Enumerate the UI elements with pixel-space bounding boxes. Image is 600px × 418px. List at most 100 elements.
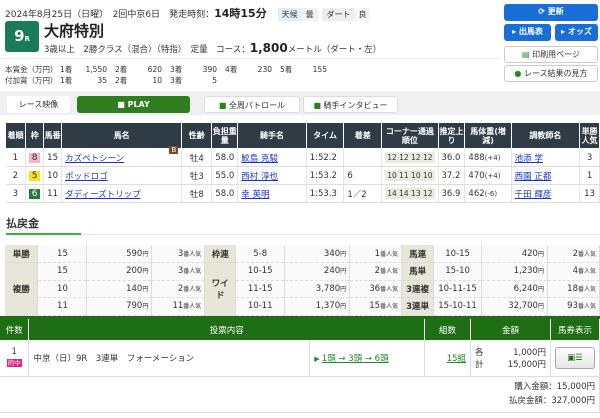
col-combos: 組数 — [424, 319, 472, 340]
carried-weight: 58.0 — [211, 148, 239, 167]
formation-cell: ▶ 1頭 → 3頭 → 6頭 — [309, 340, 426, 377]
bet-type: 枠連 — [204, 245, 237, 263]
ticket-cell: ▣☰ — [550, 340, 600, 377]
payout-amount: 1,370円 — [284, 297, 351, 316]
trainer-link[interactable]: 西園 正都 — [514, 171, 552, 182]
play-button[interactable]: ■ PLAY — [77, 96, 190, 113]
patrol-video-button[interactable]: ■ 全周パトロール — [204, 96, 300, 113]
prize-amount: 1,550 — [85, 65, 107, 74]
col-header: 推定上り — [437, 122, 466, 149]
place-label: 1着 — [60, 65, 73, 74]
payout-amount: 140円 — [86, 280, 153, 298]
triangle-right-icon: ▶ — [314, 354, 322, 363]
jockey-link[interactable]: 幸 英明 — [241, 189, 270, 200]
amount-cell: 各 1,000円計 15,000円 — [470, 340, 551, 377]
refresh-button[interactable]: ⟳ 更新 — [504, 4, 598, 21]
place-label: 3着 — [170, 65, 183, 74]
payout-popularity: 11番人気 — [151, 297, 206, 316]
bet-type: 複勝 — [5, 262, 39, 316]
corner-positions: 12 12 12 12 — [385, 151, 435, 163]
place-label: 2着 — [115, 76, 128, 85]
body-weight-cell: 488(+4) — [464, 148, 512, 167]
corner-cell: 10 11 10 10 — [381, 166, 439, 185]
col-amount: 金額 — [470, 319, 551, 340]
col-header: 性齢 — [181, 122, 213, 149]
payout-amount: 6,240円 — [481, 280, 548, 298]
payout-amount: 590円 — [86, 245, 153, 263]
race-title: 大府特別 — [44, 22, 105, 40]
payout-popularity: 2番人気 — [547, 245, 600, 263]
bet-type: 3連複 — [401, 280, 435, 298]
carried-weight: 58.0 — [211, 184, 239, 203]
prize-label: 付加賞（万円） — [5, 76, 58, 85]
print-page-button[interactable]: ▤ 印刷用ページ — [504, 46, 598, 63]
odds-button[interactable]: ▸ オッズ — [555, 24, 598, 41]
margin: 6 — [343, 166, 383, 185]
col-header: 着順 — [4, 122, 27, 149]
payout-numbers: 10 — [37, 280, 88, 298]
bet-type: 馬単 — [401, 262, 435, 281]
jockey-link[interactable]: 西村 淳也 — [241, 171, 278, 182]
horse-cell: ポッドロゴ — [61, 166, 183, 185]
horse-name-link[interactable]: ダディーズトリップ — [65, 189, 141, 200]
payout-title: 払戻金 — [6, 217, 39, 230]
finish-time: 1:53.2 — [306, 166, 345, 185]
horse-cell: カズペトシーン B — [61, 145, 183, 167]
col-header: 単勝人気 — [579, 122, 600, 149]
prize-amount: 230 — [257, 65, 272, 74]
trainer-cell: 千田 輝彦 — [511, 184, 581, 203]
last-3f: 37.2 — [438, 166, 466, 185]
arrow-circle-icon: ● — [514, 69, 524, 78]
win-popularity: 3 — [579, 148, 600, 167]
bet-content: 中京（日）9R 3連単 フォーメーション — [28, 340, 311, 377]
trainer-link[interactable]: 池添 学 — [514, 153, 543, 164]
entries-button[interactable]: ▸ 出馬表 — [504, 24, 551, 41]
col-content: 投票内容 — [28, 319, 426, 340]
race-conditions: 3歳以上 2勝クラス（混合）（特指） 定量 コース：1,800メートル（ダート・… — [44, 41, 382, 55]
col-header: 騎手名 — [237, 122, 307, 149]
formation-link[interactable]: 1頭 → 3頭 → 6頭 — [321, 353, 389, 364]
corner-cell: 12 12 12 12 — [381, 148, 439, 167]
payout-popularity: 4番人気 — [547, 262, 600, 281]
jockey-interview-button[interactable]: ■ 騎手インタビュー — [303, 96, 398, 113]
video-camera-icon: ■ — [218, 101, 229, 110]
jockey-link[interactable]: 鮫島 克駿 — [241, 153, 278, 164]
trainer-link[interactable]: 千田 輝彦 — [514, 189, 552, 200]
payout-numbers: 10-15 — [433, 245, 483, 263]
payout-popularity: 1番人気 — [349, 245, 403, 263]
frame-cell: 8 — [25, 148, 45, 167]
horse-name-link[interactable]: カズペトシーン — [65, 153, 125, 164]
result-guide-button[interactable]: ● レース結果の見方 — [504, 65, 598, 82]
hit-badge: 的中 — [6, 359, 22, 368]
race-video-label: レース映像 — [7, 96, 70, 113]
frame-number: 6 — [29, 188, 41, 199]
prize-label: 本賞金（万円） — [5, 65, 58, 74]
meeting: 2回中京6日 — [112, 10, 161, 20]
horse-number: 11 — [43, 184, 63, 203]
finish-position: 3 — [5, 184, 27, 203]
horse-number: 15 — [43, 148, 63, 167]
bet-count-cell: 1 的中 — [0, 340, 30, 377]
payout-row: 11 790円 11番人気 10-11 1,370円 15番人気 3連単 15-10-11 32… — [5, 297, 600, 316]
arrow-circle-icon: ▸ — [561, 27, 568, 36]
payout-amount: 200円 — [86, 262, 153, 281]
payout-popularity: 2番人気 — [151, 280, 206, 298]
summary-cell: 購入金額：15,000円 払戻金額：327,000円 — [0, 376, 600, 413]
payout-numbers: 10-11 — [235, 297, 286, 316]
horse-name-link[interactable]: ポッドロゴ — [65, 171, 108, 182]
combos-link[interactable]: 15組 — [446, 353, 467, 364]
result-row: 3 6 11 ダディーズトリップ 牡8 58.0 幸 英明 1:53.3 1／2… — [5, 184, 600, 203]
finish-time: 1:52.2 — [306, 148, 345, 167]
ticket-view-button[interactable]: ▣☰ — [554, 346, 595, 369]
payout-amount: 420円 — [481, 245, 548, 263]
win-popularity: 1 — [579, 166, 600, 185]
payout-popularity: 93番人気 — [547, 297, 600, 316]
prize-amount: 35 — [97, 76, 107, 85]
payout-amount: 240円 — [284, 262, 351, 281]
place-label: 1着 — [60, 76, 73, 85]
arrow-circle-icon: ▸ — [512, 27, 519, 36]
payout-amount: 790円 — [86, 297, 153, 316]
prize-amount: 10 — [152, 76, 162, 85]
col-header: 着差 — [343, 122, 383, 149]
payout-popularity: 18番人気 — [547, 280, 600, 298]
